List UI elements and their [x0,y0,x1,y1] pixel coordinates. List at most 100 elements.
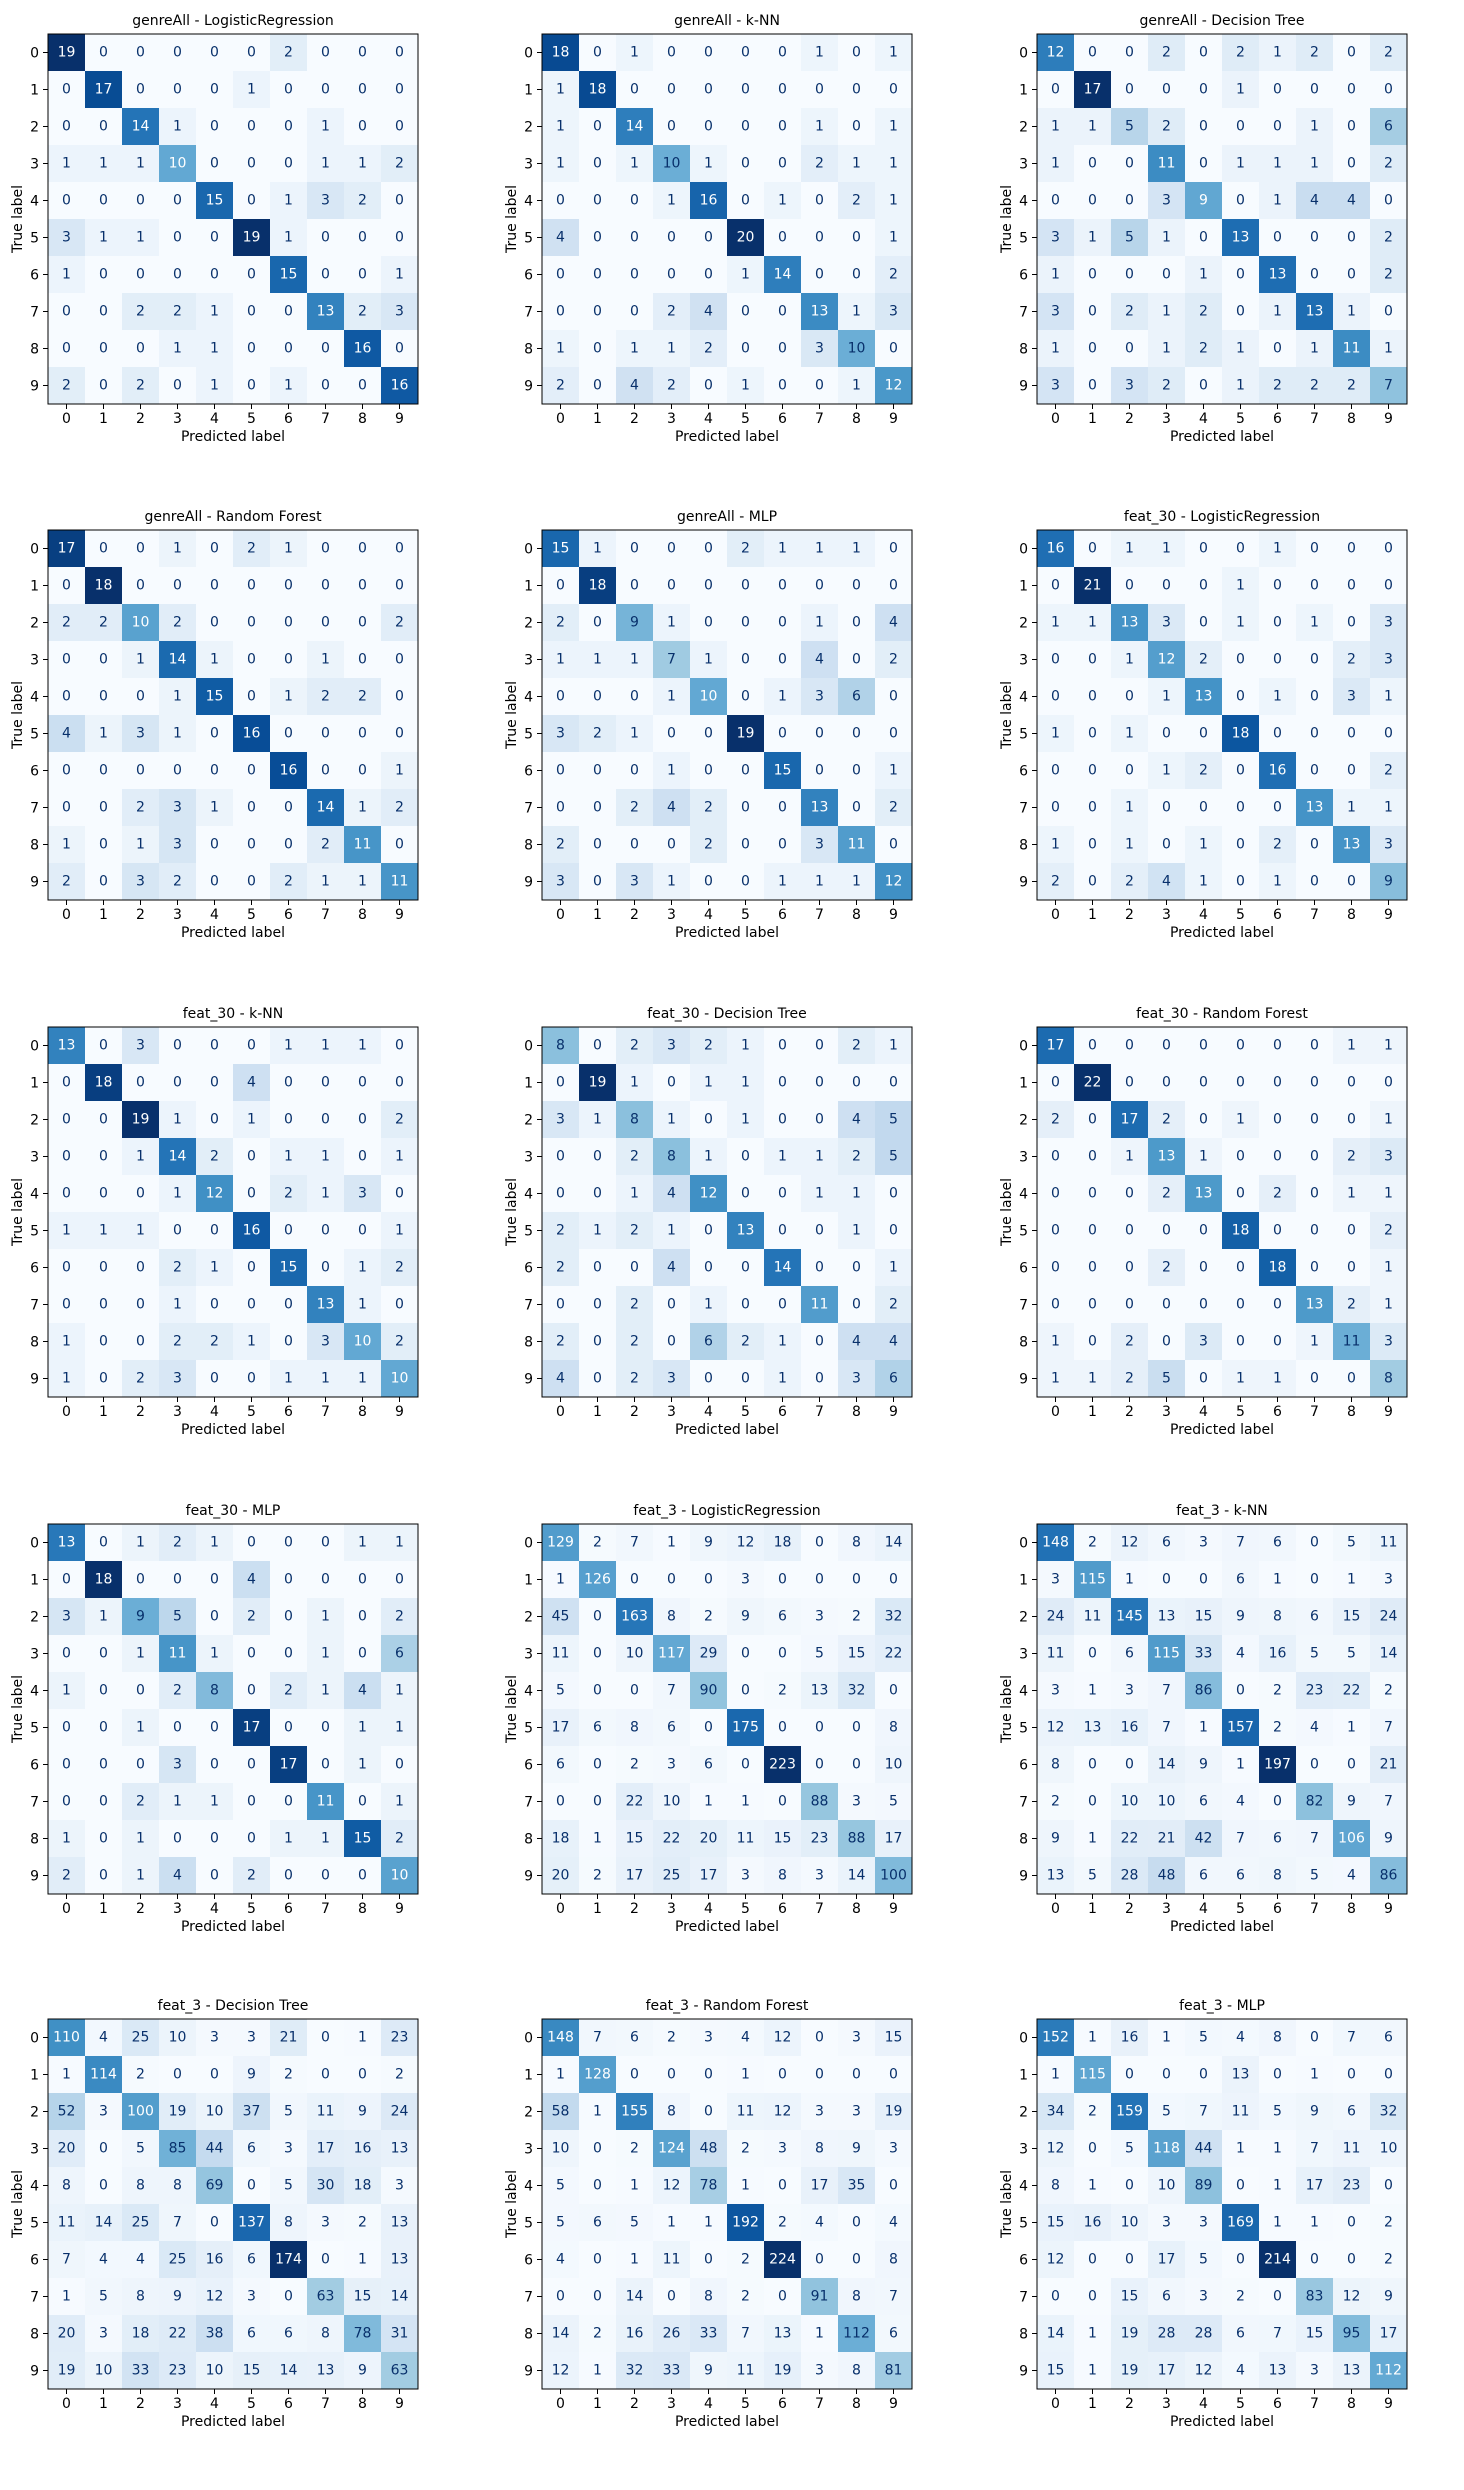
cell-value: 22 [1121,1831,1139,1847]
cell-value: 7 [1236,1535,1245,1551]
cell-value: 8 [889,1720,898,1736]
cell-value: 2 [778,1683,787,1699]
cell-value: 1 [1051,119,1060,135]
x-tick-label: 1 [1088,411,1097,427]
y-tick-label: 9 [1019,1869,1028,1885]
cell-value: 0 [1125,2067,1134,2083]
matrix-cell [159,108,197,146]
matrix-cell [344,863,382,901]
cell-value: 1 [630,45,639,61]
cell-value: 5 [630,2215,639,2231]
x-tick-label: 0 [62,411,71,427]
matrix-cell [122,530,160,568]
x-tick-label: 5 [1236,907,1245,923]
cell-value: 5 [1199,2252,1208,2268]
cell-value: 0 [62,1260,71,1276]
cell-value: 3 [99,2326,108,2342]
matrix-cell [196,330,234,368]
cell-value: 18 [95,1572,113,1588]
x-axis-label: Predicted label [181,429,285,445]
cell-value: 21 [1158,1831,1176,1847]
cell-value: 1 [1199,1149,1208,1165]
cell-value: 3 [1384,615,1393,631]
cell-value: 1 [1273,874,1282,890]
matrix-cell [1037,256,1075,294]
matrix-cell [344,34,382,72]
matrix-cell [48,863,86,901]
cell-value: 15 [848,1646,866,1662]
cell-value: 18 [589,578,607,594]
cell-value: 11 [317,1794,335,1810]
cell-value: 0 [99,1112,108,1128]
cell-value: 2 [667,378,676,394]
matrix-cell [690,219,728,257]
matrix-cell [579,293,617,331]
cell-value: 4 [1347,1868,1356,1884]
cell-value: 0 [1310,1149,1319,1165]
cell-value: 0 [247,763,256,779]
cell-value: 0 [247,1149,256,1165]
matrix-cell [542,145,580,183]
cell-value: 1 [358,2030,367,2046]
cell-value: 5 [284,2178,293,2194]
cell-value: 1 [136,1149,145,1165]
cell-value: 0 [210,2067,219,2083]
cell-value: 1 [1051,267,1060,283]
cell-value: 2 [889,652,898,668]
matrix-cell [1222,367,1260,405]
matrix-cell [690,715,728,753]
cell-value: 2 [247,541,256,557]
cell-value: 2 [1273,1720,1282,1736]
cell-value: 5 [556,2178,565,2194]
x-tick-label: 6 [284,1404,293,1420]
x-tick-label: 1 [99,411,108,427]
y-tick-label: 8 [30,1832,39,1848]
x-axis-label: Predicted label [1170,925,1274,941]
cell-value: 1 [852,1186,861,1202]
cell-value: 9 [358,2363,367,2379]
matrix-cell [1037,293,1075,331]
matrix-cell [1037,330,1075,368]
cell-value: 1 [1162,2030,1171,2046]
y-tick-label: 8 [524,2327,533,2343]
x-tick-label: 1 [1088,1901,1097,1917]
cell-value: 0 [395,193,404,209]
cell-value: 0 [1384,2067,1393,2083]
cell-value: 0 [99,378,108,394]
cell-value: 0 [1125,578,1134,594]
matrix-cell [270,715,308,753]
cell-value: 14 [626,2289,644,2305]
y-tick-label: 9 [524,2364,533,2380]
cell-value: 0 [358,1609,367,1625]
matrix-cell [801,715,839,753]
cell-value: 1 [1347,1186,1356,1202]
x-tick-label: 9 [889,1901,898,1917]
cell-value: 13 [811,1683,829,1699]
cell-value: 17 [885,1831,903,1847]
x-axis-label: Predicted label [675,1919,779,1935]
cell-value: 6 [1236,1572,1245,1588]
cell-value: 0 [1236,193,1245,209]
cell-value: 0 [284,726,293,742]
chart-title: feat_3 - k-NN [1176,1503,1268,1519]
cell-value: 0 [704,378,713,394]
y-tick-label: 5 [30,231,39,247]
cell-value: 2 [1162,1186,1171,1202]
y-tick-label: 1 [1019,2068,1028,2084]
matrix-cell [344,530,382,568]
cell-value: 0 [852,726,861,742]
cell-value: 6 [1125,1646,1134,1662]
y-tick-label: 7 [1019,801,1028,817]
y-tick-label: 2 [524,2105,533,2121]
matrix-cell [764,752,802,790]
cell-value: 8 [1051,2178,1060,2194]
cell-value: 0 [1199,1038,1208,1054]
y-tick-label: 0 [30,46,39,62]
cell-value: 0 [630,763,639,779]
cell-value: 45 [552,1609,570,1625]
cell-value: 0 [284,1609,293,1625]
matrix-cell [1037,71,1075,109]
cell-value: 0 [630,267,639,283]
cell-value: 28 [1158,2326,1176,2342]
cell-value: 2 [741,2252,750,2268]
